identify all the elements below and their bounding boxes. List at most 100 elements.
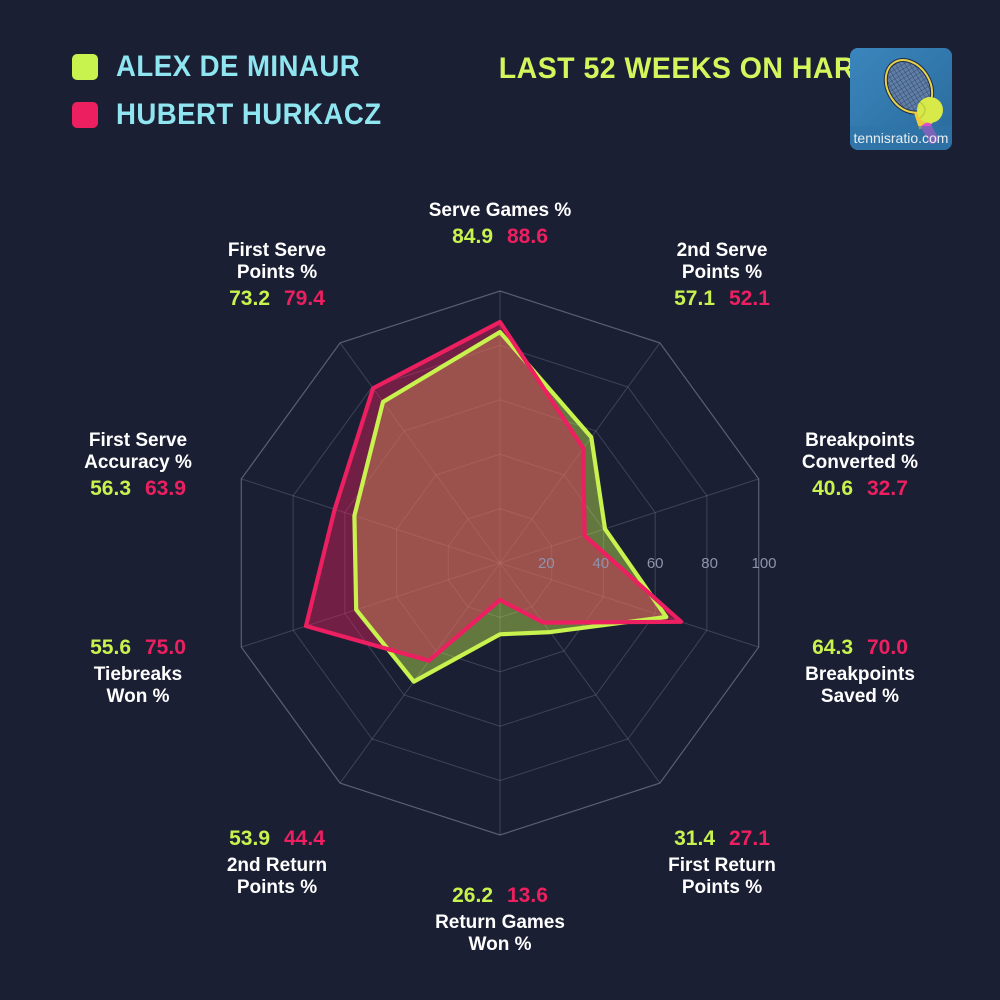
axis-label-serve-games: Serve Games % 84.9 88.6 xyxy=(350,200,650,249)
axis-label-title-serve-games: Serve Games % xyxy=(350,200,650,222)
legend-swatch-player2 xyxy=(72,102,98,128)
legend-label-player1: ALEX DE MINAUR xyxy=(116,50,361,83)
logo-artwork: tennisratio.com xyxy=(850,48,952,150)
radar-axis-spoke xyxy=(339,342,501,564)
axis-label-line1: First Serve xyxy=(227,240,327,261)
axis-value-player1: 31.4 xyxy=(674,827,715,850)
axis-label-title-second-return-points: 2nd Return Points % xyxy=(157,855,397,899)
axis-label-title-second-serve-points: 2nd Serve Points % xyxy=(602,240,842,284)
axis-label-tiebreaks-won: 55.6 75.0 Tiebreaks Won % xyxy=(8,636,268,708)
axis-label-first-return-points: 31.4 27.1 First Return Points % xyxy=(602,827,842,899)
axis-value-player1: 40.6 xyxy=(812,477,853,501)
axis-values-serve-games: 84.9 88.6 xyxy=(350,225,650,249)
axis-label-line1: 2nd Serve xyxy=(676,240,768,261)
axis-value-player2: 52.1 xyxy=(729,287,770,311)
radar-axis-spoke xyxy=(241,478,501,564)
radar-axis-spoke xyxy=(241,562,501,648)
axis-label-title-tiebreaks-won: Tiebreaks Won % xyxy=(8,664,268,708)
axis-values-first-return-points: 31.4 27.1 xyxy=(602,827,842,851)
axis-value-player1: 56.3 xyxy=(90,477,131,501)
logo-caption: tennisratio.com xyxy=(854,130,949,146)
radar-series-outline-2 xyxy=(303,319,684,663)
radar-tick-label: 60 xyxy=(647,555,664,572)
axis-value-player1: 53.9 xyxy=(229,827,270,850)
header: ALEX DE MINAUR HUBERT HURKACZ LAST 52 WE… xyxy=(0,0,1000,170)
axis-label-line1: Breakpoints xyxy=(805,430,915,451)
legend-swatch-player1 xyxy=(72,54,98,80)
axis-label-title-return-games-won: Return Games Won % xyxy=(350,912,650,956)
axis-value-player2: 27.1 xyxy=(729,827,770,850)
radar-series-outline-1 xyxy=(352,330,669,684)
radar-tick-label: 40 xyxy=(592,555,609,572)
legend-item-player1: ALEX DE MINAUR xyxy=(72,46,405,88)
axis-value-player1: 64.3 xyxy=(812,636,853,659)
axis-label-line2: Accuracy % xyxy=(84,452,192,474)
axis-label-title-first-serve-accuracy: First Serve Accuracy % xyxy=(8,430,268,474)
axis-value-player2: 79.4 xyxy=(284,287,325,311)
axis-label-line2: Won % xyxy=(468,934,532,956)
radar-tick-label: 100 xyxy=(751,555,776,572)
tennisratio-logo: tennisratio.com xyxy=(850,48,952,150)
axis-label-line2: Saved % xyxy=(820,686,900,708)
axis-label-title-breakpoints-saved: Breakpoints Saved % xyxy=(730,664,990,708)
radar-tick-label: 80 xyxy=(701,555,718,572)
axis-label-line1: Serve Games % xyxy=(428,200,572,221)
axis-label-breakpoints-saved: 64.3 70.0 Breakpoints Saved % xyxy=(730,636,990,708)
axis-label-second-serve-points: 2nd Serve Points % 57.1 52.1 xyxy=(602,240,842,311)
axis-label-line1: First Return xyxy=(668,855,776,877)
axis-label-line1: Tiebreaks xyxy=(93,664,183,686)
legend-label-player2: HUBERT HURKACZ xyxy=(116,98,382,131)
radar-axis-spoke xyxy=(499,562,759,648)
radar-tick-labels: 20 40 60 80 100 xyxy=(538,555,776,572)
axis-label-line1: First Serve xyxy=(88,430,188,451)
radar-tick-label: 20 xyxy=(538,555,555,572)
radar-grid-ring xyxy=(447,508,553,618)
axis-label-line1: 2nd Return xyxy=(226,855,328,877)
axis-label-line2: Points % xyxy=(681,262,763,284)
axis-value-player2: 75.0 xyxy=(145,636,186,659)
radar-series-fill-1 xyxy=(354,332,667,682)
axis-label-title-first-serve-points: First Serve Points % xyxy=(157,240,397,284)
legend: ALEX DE MINAUR HUBERT HURKACZ xyxy=(72,46,405,142)
axis-values-breakpoints-saved: 64.3 70.0 xyxy=(730,636,990,660)
axis-value-player1: 55.6 xyxy=(90,636,131,659)
radar-series-layer xyxy=(303,319,684,684)
axis-value-player1: 84.9 xyxy=(452,225,493,249)
axis-label-breakpoints-converted: Breakpoints Converted % 40.6 32.7 xyxy=(730,430,990,501)
axis-label-line1: Return Games xyxy=(435,912,565,934)
axis-values-tiebreaks-won: 55.6 75.0 xyxy=(8,636,268,660)
axis-values-return-games-won: 26.2 13.6 xyxy=(350,884,650,908)
axis-label-line2: Points % xyxy=(236,262,318,284)
axis-value-player1: 73.2 xyxy=(229,287,270,311)
radar-axis-spoke xyxy=(499,342,661,564)
radar-grid-ring xyxy=(292,344,708,782)
radar-grid-ring xyxy=(344,399,656,727)
axis-value-player2: 88.6 xyxy=(507,225,548,249)
axis-value-player2: 63.9 xyxy=(145,477,186,501)
tennis-ball-icon xyxy=(917,97,943,123)
axis-values-breakpoints-converted: 40.6 32.7 xyxy=(730,477,990,501)
axis-label-title-breakpoints-converted: Breakpoints Converted % xyxy=(730,430,990,474)
axis-label-line2: Won % xyxy=(106,686,170,708)
axis-label-second-return-points: 53.9 44.4 2nd Return Points % xyxy=(157,827,397,899)
axis-values-first-serve-accuracy: 56.3 63.9 xyxy=(8,477,268,501)
axis-label-line2: Converted % xyxy=(801,452,919,474)
axis-label-line1: Breakpoints xyxy=(805,664,915,686)
radar-axis-spoke xyxy=(499,478,759,564)
axis-value-player2: 13.6 xyxy=(507,884,548,907)
radar-axis-spoke xyxy=(339,562,501,784)
axis-values-second-serve-points: 57.1 52.1 xyxy=(602,287,842,311)
axis-values-second-return-points: 53.9 44.4 xyxy=(157,827,397,851)
axis-label-return-games-won: 26.2 13.6 Return Games Won % xyxy=(350,884,650,956)
axis-value-player2: 70.0 xyxy=(867,636,908,659)
axis-label-line2: Points % xyxy=(681,877,763,899)
legend-item-player2: HUBERT HURKACZ xyxy=(72,94,405,136)
axis-value-player1: 26.2 xyxy=(452,884,493,907)
axis-label-first-serve-accuracy: First Serve Accuracy % 56.3 63.9 xyxy=(8,430,268,501)
axis-value-player2: 44.4 xyxy=(284,827,325,850)
axis-value-player2: 32.7 xyxy=(867,477,908,501)
radar-grid-ring xyxy=(396,453,604,673)
axis-values-first-serve-points: 73.2 79.4 xyxy=(157,287,397,311)
